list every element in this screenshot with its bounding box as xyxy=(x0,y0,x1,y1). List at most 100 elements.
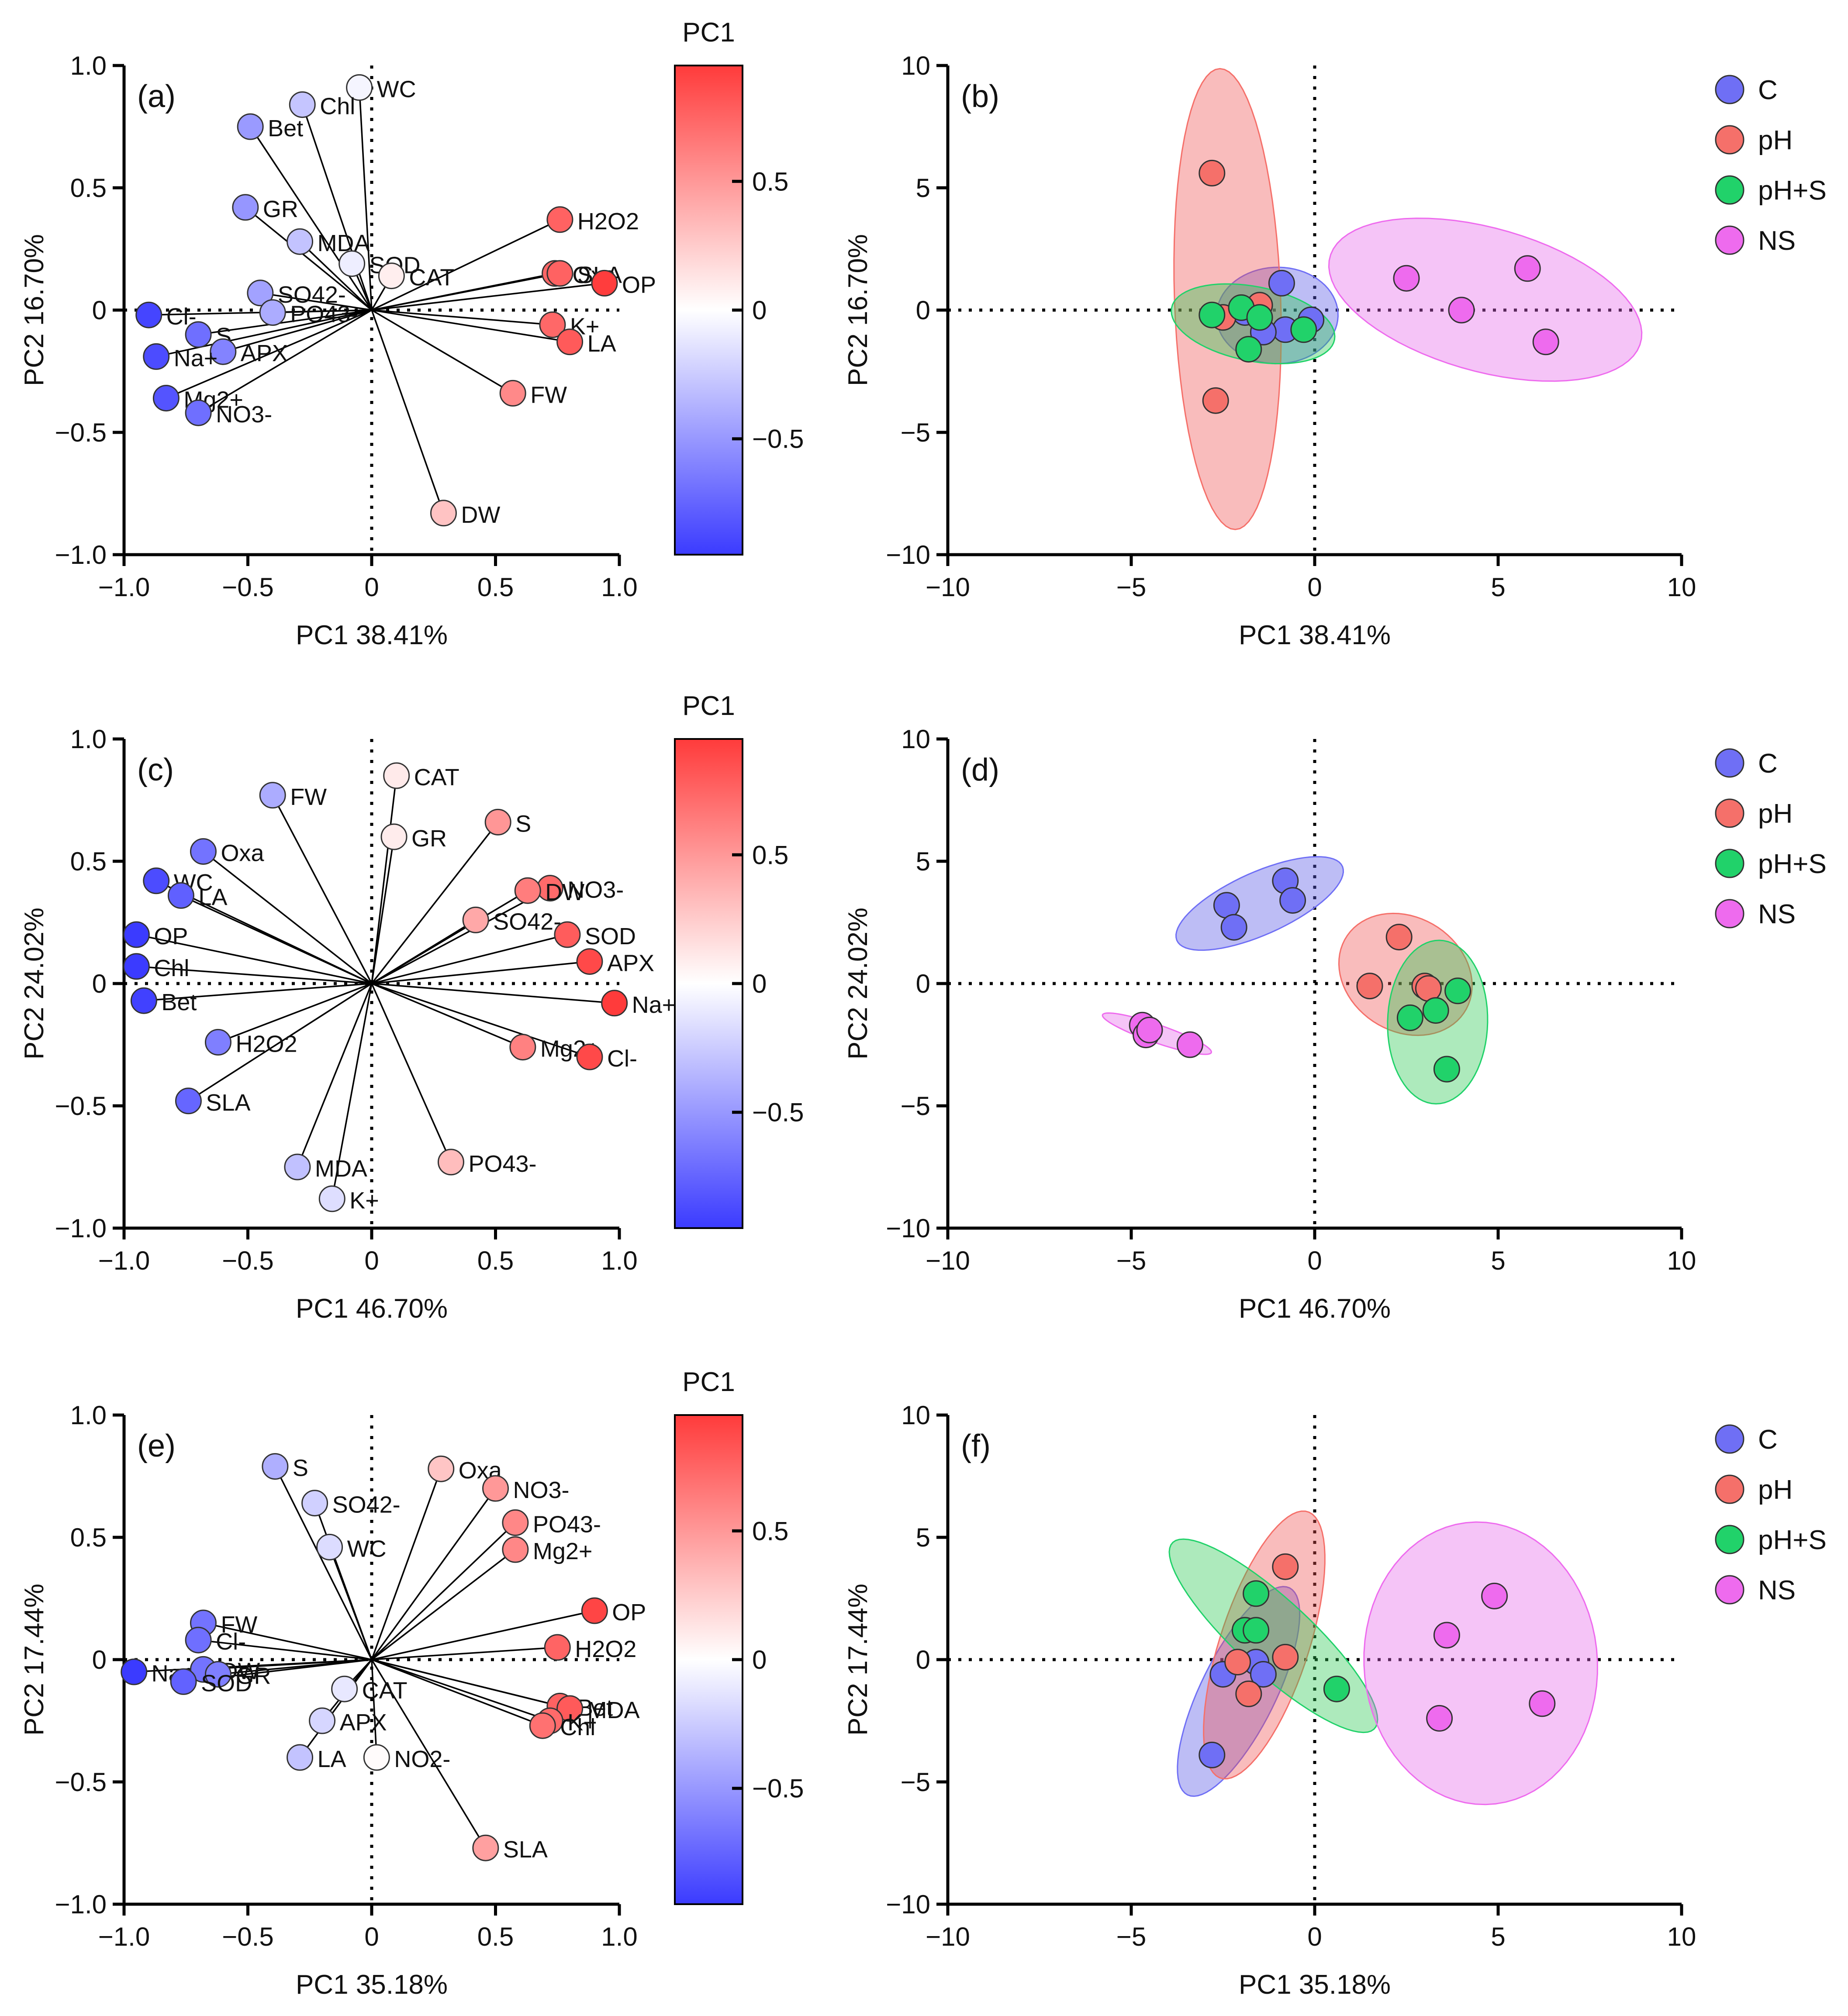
loading-label: NO3- xyxy=(567,877,624,903)
y-tick-label: 0 xyxy=(916,1645,930,1674)
legend-marker xyxy=(1715,1575,1744,1605)
loading-label: CAT xyxy=(362,1678,408,1704)
loading-point xyxy=(383,762,410,789)
loading-point xyxy=(437,1149,464,1176)
x-axis-label: PC1 38.41% xyxy=(296,620,448,650)
y-axis-label: PC2 24.02% xyxy=(19,908,49,1060)
loading-label: H2O2 xyxy=(235,1031,297,1057)
y-tick-label: 10 xyxy=(901,51,930,80)
x-tick-label: −10 xyxy=(926,1246,970,1275)
loading-vector xyxy=(223,309,372,352)
loading-vector xyxy=(331,983,373,1199)
score-point-c xyxy=(1250,1661,1277,1688)
loading-label: SLA xyxy=(206,1090,250,1116)
score-point-c xyxy=(1220,914,1247,941)
loading-vector xyxy=(272,794,373,984)
loading-vector xyxy=(371,309,553,326)
loading-label: SO42- xyxy=(278,282,346,308)
legend-label: pH+S xyxy=(1758,176,1827,206)
x-axis-label: PC1 35.18% xyxy=(296,1970,448,2000)
x-tick-label: −5 xyxy=(1116,1246,1146,1275)
loading-point xyxy=(143,867,170,894)
legend-label: C xyxy=(1758,749,1778,779)
x-tick-label: −1.0 xyxy=(98,1922,150,1951)
colorbar-tick-label: 0 xyxy=(752,969,767,998)
loading-label: NO3- xyxy=(216,401,272,428)
y-tick-label: −10 xyxy=(886,540,930,570)
loading-vector xyxy=(371,1610,595,1660)
x-tick-label: 1.0 xyxy=(601,1922,637,1951)
legend-marker xyxy=(1715,798,1744,828)
loading-label: MDA xyxy=(587,1697,640,1723)
loading-point xyxy=(544,1634,571,1661)
chart-panel-a: −1.0 −0.5 0 0.5 1.0 −1.0 −0.5 0 0.5 1.0 PC1 38.41%… xyxy=(19,17,804,650)
loading-point xyxy=(502,1509,529,1536)
score-point-ph xyxy=(1272,1553,1299,1580)
loading-vector xyxy=(198,309,372,414)
panel-label: (b) xyxy=(961,79,999,114)
x-tick-label: 0 xyxy=(1307,1922,1322,1951)
loading-vector xyxy=(371,282,605,311)
loading-point xyxy=(380,823,408,850)
x-tick-label: 0 xyxy=(1307,573,1322,602)
x-tick-label: −0.5 xyxy=(222,1922,273,1951)
loading-vector xyxy=(371,309,514,394)
y-tick-label: 0 xyxy=(916,969,930,998)
colorbar: PC1 0.5 0 −0.5 xyxy=(674,691,804,1229)
loading-point xyxy=(301,1490,328,1517)
colorbar-tick-label: 0.5 xyxy=(752,1516,788,1546)
loading-label: FW xyxy=(290,784,327,810)
loading-point xyxy=(123,953,150,980)
loading-label: DW xyxy=(545,879,584,905)
x-tick-label: 1.0 xyxy=(601,1246,637,1275)
loading-point xyxy=(185,399,212,426)
loading-vector xyxy=(371,219,560,311)
y-tick-label: 1.0 xyxy=(70,725,107,754)
panel-label: (e) xyxy=(137,1429,176,1464)
loading-label: GR xyxy=(263,196,298,222)
panel-label: (f) xyxy=(961,1429,991,1464)
chart-panel-b: −10 −5 0 5 10 −10 −5 0 5 10 PC1 38.41% PC2 16.70% (b… xyxy=(843,51,1827,650)
legend-label: pH+S xyxy=(1758,1525,1827,1555)
loading-vector xyxy=(245,207,373,311)
y-tick-label: 5 xyxy=(916,173,930,203)
loading-vector xyxy=(203,1622,372,1660)
score-point-ph xyxy=(1224,1649,1251,1676)
loading-vector xyxy=(299,241,373,311)
loading-point xyxy=(546,260,573,287)
loading-point xyxy=(509,1034,536,1061)
legend-label: pH xyxy=(1758,799,1793,829)
loading-point xyxy=(529,1712,556,1739)
score-point-c xyxy=(1279,887,1306,914)
colorbar-tick-label: −0.5 xyxy=(752,1774,804,1803)
y-tick-label: −0.5 xyxy=(55,1091,107,1121)
loading-vector xyxy=(218,983,372,1043)
loading-point xyxy=(428,1455,455,1482)
loading-label: SOD xyxy=(585,923,636,949)
score-point-phpluss xyxy=(1422,997,1449,1024)
y-tick-label: 10 xyxy=(901,1401,930,1430)
loading-point xyxy=(259,782,286,809)
score-point-ph xyxy=(1235,1680,1262,1707)
loading-label: SOD xyxy=(201,1670,252,1696)
y-tick-label: 0 xyxy=(92,969,107,998)
panel-label: (a) xyxy=(137,79,176,114)
x-tick-label: 0.5 xyxy=(477,573,514,602)
loading-label: K+ xyxy=(349,1188,379,1214)
chart-panel-e: −1.0 −0.5 0 0.5 1.0 −1.0 −0.5 0 0.5 1.0 PC1 35.18%… xyxy=(19,1367,804,2000)
colorbar-gradient xyxy=(674,738,743,1229)
loading-label: PO43- xyxy=(290,301,358,328)
loading-label: Bet xyxy=(577,1695,613,1721)
chart-panel-d: −10 −5 0 5 10 −10 −5 0 5 10 PC1 46.70% PC2 24.02% (d… xyxy=(843,725,1827,1324)
loading-label: LA xyxy=(198,884,227,910)
loading-label: Na+ xyxy=(632,992,676,1018)
score-point-phpluss xyxy=(1323,1675,1350,1702)
loading-vector xyxy=(371,1659,550,1722)
loading-point xyxy=(167,882,194,909)
legend-label: C xyxy=(1758,75,1778,105)
loading-vector xyxy=(299,1659,373,1758)
score-point-phpluss xyxy=(1396,1004,1423,1031)
x-axis-label: PC1 46.70% xyxy=(1239,1294,1391,1324)
y-tick-label: 0.5 xyxy=(70,847,107,876)
x-axis-label: PC1 46.70% xyxy=(296,1294,448,1324)
